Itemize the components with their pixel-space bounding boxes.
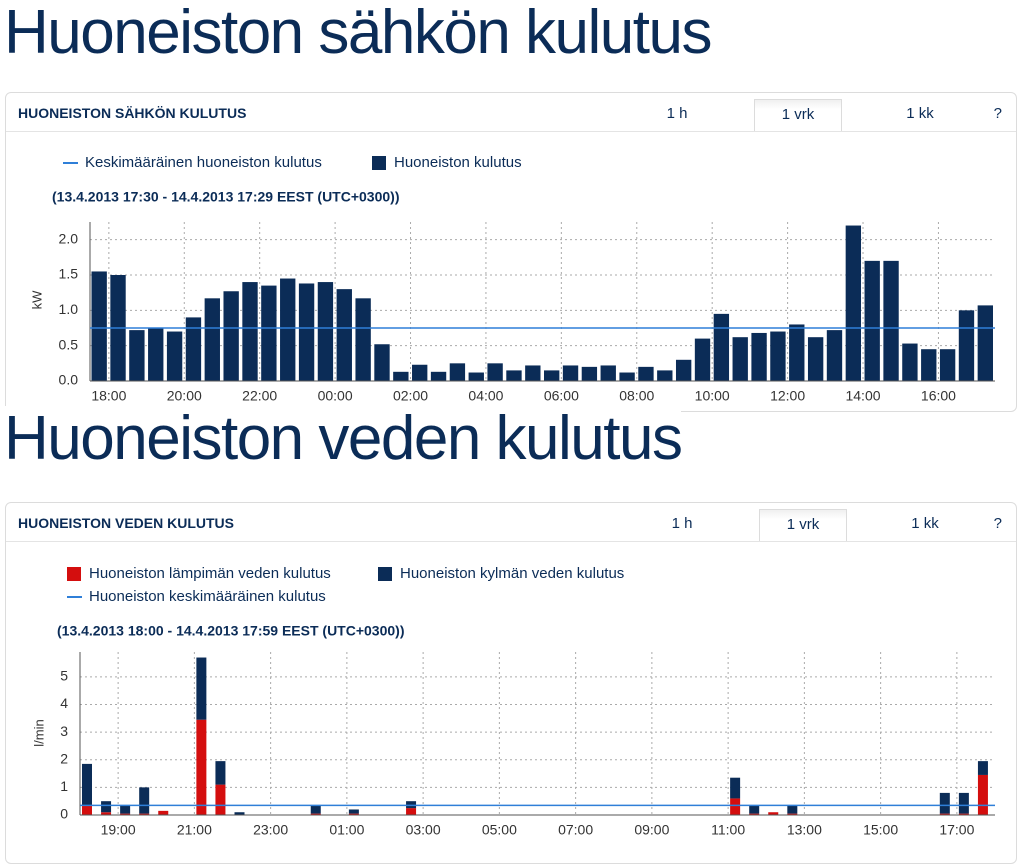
panel-title: HUONEISTON SÄHKÖN KULUTUS	[18, 105, 247, 121]
panel: HUONEISTON SÄHKÖN KULUTUS 1 h 1 vrk 1 kk…	[5, 92, 1017, 412]
panel-header-line	[6, 541, 1016, 542]
tab[interactable]: 1 h	[671, 515, 693, 532]
help[interactable]: ?	[993, 515, 1002, 532]
panel-header-line	[6, 131, 1016, 132]
heading: Huoneiston veden kulutus	[4, 404, 683, 473]
tab[interactable]: 1 h	[666, 105, 688, 122]
help[interactable]: ?	[993, 105, 1002, 122]
tab[interactable]: 1 kk	[906, 105, 934, 122]
tab[interactable]: 1 vrk	[754, 99, 842, 131]
heading: Huoneiston sähkön kulutus	[4, 0, 712, 67]
tab[interactable]: 1 vrk	[759, 509, 847, 541]
panel: HUONEISTON VEDEN KULUTUS 1 h 1 vrk 1 kk …	[5, 502, 1017, 864]
panel-title: HUONEISTON VEDEN KULUTUS	[18, 515, 234, 531]
tab[interactable]: 1 kk	[911, 515, 939, 532]
